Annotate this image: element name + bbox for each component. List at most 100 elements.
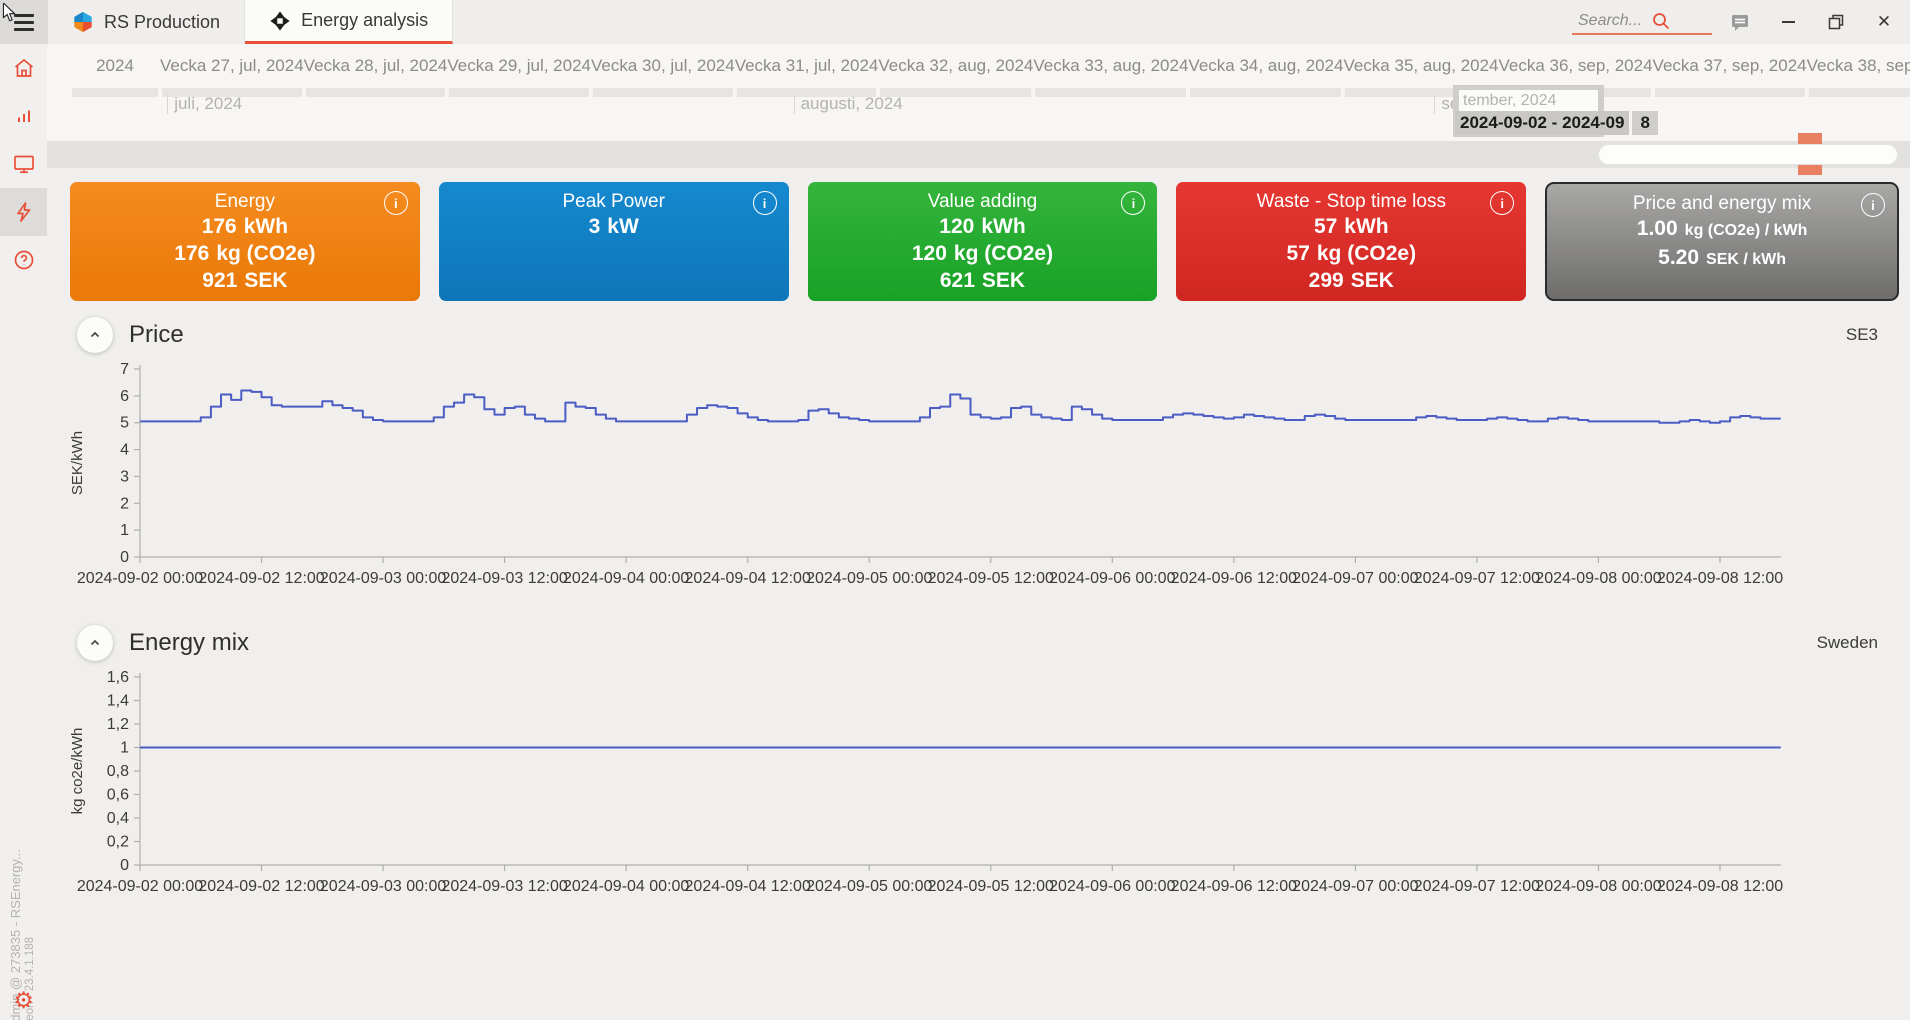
- kpi-card-value-line: 120 kWh: [939, 215, 1026, 238]
- svg-text:2024-09-08 12:00: 2024-09-08 12:00: [1657, 878, 1783, 895]
- sidebar-item-home[interactable]: [0, 44, 47, 92]
- sidebar-item-monitor[interactable]: [0, 140, 47, 188]
- kpi-card-value-line: 120 kg (CO2e): [911, 242, 1054, 265]
- svg-text:2024-09-08 12:00: 2024-09-08 12:00: [1657, 570, 1783, 587]
- timeline-week-cell-3[interactable]: Vecka 30, jul, 2024: [591, 44, 735, 141]
- svg-text:2024-09-03 12:00: 2024-09-03 12:00: [441, 570, 567, 587]
- tab-label: Energy analysis: [301, 10, 429, 30]
- week-activity-bar: [305, 88, 446, 97]
- kpi-card-title: Waste - Stop time loss: [1256, 191, 1446, 212]
- close-button[interactable]: ✕: [1876, 12, 1892, 31]
- svg-text:1,4: 1,4: [107, 693, 129, 710]
- week-activity-bar: [1654, 88, 1805, 97]
- kpi-card-value-line: 176 kWh: [201, 215, 289, 238]
- restore-button[interactable]: [1816, 5, 1856, 39]
- tab-label: RS Production: [104, 11, 221, 32]
- sidebar-item-energy[interactable]: [0, 188, 47, 236]
- svg-text:2: 2: [120, 495, 129, 512]
- week-activity-bar: [1345, 88, 1497, 97]
- svg-text:2024-09-05 12:00: 2024-09-05 12:00: [928, 570, 1054, 587]
- svg-text:2024-09-05 12:00: 2024-09-05 12:00: [928, 878, 1054, 895]
- week-label: Vecka 30, jul, 2024: [591, 56, 735, 75]
- week-label: Vecka 38, sep, 2024: [1806, 56, 1910, 75]
- timeline-week-cell-4[interactable]: Vecka 31, jul, 2024: [735, 44, 878, 141]
- kpi-card-title: Peak Power: [562, 191, 665, 212]
- timeline-week-cell-8[interactable]: Vecka 35, aug, 2024: [1343, 44, 1498, 141]
- info-icon[interactable]: i: [1490, 191, 1515, 215]
- timeline-scroll-slider[interactable]: [1598, 144, 1898, 165]
- svg-text:2024-09-04 12:00: 2024-09-04 12:00: [685, 570, 811, 587]
- svg-text:2024-09-02 12:00: 2024-09-02 12:00: [198, 570, 324, 587]
- svg-text:2024-09-08 00:00: 2024-09-08 00:00: [1535, 570, 1661, 587]
- svg-text:1,6: 1,6: [107, 669, 129, 686]
- kpi-card-price-and-energy-mix[interactable]: Price and energy mix 1.00 kg (CO2e) / kWh 5…: [1545, 182, 1899, 301]
- timeline-week-cell-11[interactable]: Vecka 38, sep, 2024: [1807, 44, 1910, 141]
- week-activity-bar: [449, 88, 590, 97]
- selected-range-tooltip: 2024-09-02 - 2024-09 8: [1455, 111, 1658, 135]
- svg-text:2024-09-08 00:00: 2024-09-08 00:00: [1535, 878, 1661, 895]
- svg-text:0: 0: [120, 549, 129, 566]
- kpi-card-value-line: 3 kW: [588, 215, 639, 238]
- rs-production-logo-icon: [72, 11, 94, 33]
- mouse-cursor: [2, 3, 16, 22]
- collapse-price-button[interactable]: [77, 317, 113, 353]
- tab-energy-analysis[interactable]: Energy analysis: [245, 0, 454, 44]
- week-label: Vecka 29, jul, 2024: [447, 56, 592, 75]
- energy-mix-region-label: Sweden: [1816, 633, 1878, 652]
- search-icon: [1653, 13, 1670, 30]
- svg-text:2024-09-06 00:00: 2024-09-06 00:00: [1049, 570, 1175, 587]
- info-icon[interactable]: i: [1860, 193, 1885, 217]
- kpi-card-value-line: 176 kg (CO2e): [174, 242, 316, 265]
- energy-mix-section-title: Energy mix: [129, 629, 250, 656]
- kpi-card-title: Price and energy mix: [1632, 193, 1812, 214]
- week-activity-bar: [1190, 88, 1342, 97]
- timeline-week-cell-10[interactable]: Vecka 37, sep, 2024: [1653, 44, 1807, 141]
- feedback-icon[interactable]: [1720, 5, 1760, 39]
- svg-text:2024-09-03 12:00: 2024-09-03 12:00: [441, 878, 567, 895]
- energy-mix-chart: 0 0,2 0,4 0,6 0,8 1 1,2 1,4 1,6 2024-09-02 00:00 2…: [47, 665, 1910, 917]
- timeline-weeks-row: 2024 Vecka 27, jul, 2024 Vecka 28, jul, 20…: [70, 44, 1910, 141]
- timeline-week-cell-5[interactable]: Vecka 32, aug, 2024: [878, 44, 1033, 141]
- timeline-week-cell-7[interactable]: Vecka 34, aug, 2024: [1188, 44, 1343, 141]
- timeline-week-cell-1[interactable]: Vecka 28, jul, 2024: [304, 44, 447, 141]
- timeline-week-cell-6[interactable]: Vecka 33, aug, 2024: [1033, 44, 1188, 141]
- titlebar: RS Production Energy analysis Search...: [0, 0, 1910, 44]
- svg-text:2024-09-06 12:00: 2024-09-06 12:00: [1171, 878, 1297, 895]
- svg-text:2024-09-04 00:00: 2024-09-04 00:00: [563, 570, 689, 587]
- kpi-card-energy[interactable]: Energy 176 kWh 176 kg (CO2e) 921 SEK i: [70, 182, 420, 301]
- kpi-card-peak-power[interactable]: Peak Power 3 kW i: [438, 182, 789, 301]
- search-box[interactable]: Search...: [1572, 9, 1712, 35]
- energy-analysis-logo-icon: [269, 10, 291, 32]
- week-label: 2024: [96, 56, 134, 75]
- collapse-energy-mix-button[interactable]: [77, 625, 113, 661]
- svg-text:SEK/kWh: SEK/kWh: [69, 431, 86, 495]
- svg-text:2024-09-02 00:00: 2024-09-02 00:00: [77, 878, 203, 895]
- week-label: Vecka 27, jul, 2024: [160, 56, 304, 75]
- timeline-scrollbar[interactable]: [47, 133, 1910, 175]
- kpi-card-value-adding[interactable]: Value adding 120 kWh 120 kg (CO2e) 621 SEK i: [807, 182, 1158, 301]
- price-section-title: Price: [129, 321, 184, 348]
- week-activity-bar: [593, 88, 733, 97]
- bar-chart-icon: [17, 110, 30, 122]
- timeline-week-cell-0[interactable]: Vecka 27, jul, 2024: [160, 44, 304, 141]
- settings-gear-icon[interactable]: ⚙: [13, 988, 34, 1014]
- svg-text:2024-09-03 00:00: 2024-09-03 00:00: [320, 878, 446, 895]
- info-icon[interactable]: i: [752, 191, 777, 215]
- sidebar-item-analytics[interactable]: [0, 92, 47, 140]
- price-chart: 0 1 2 3 4 5 6 7 2024-09-02 00:00 2024-09-02 12:00…: [47, 357, 1910, 609]
- timeline-week-cell-partial-left[interactable]: 2024: [70, 44, 160, 141]
- svg-text:0,8: 0,8: [107, 763, 129, 780]
- timeline-week-cell-2[interactable]: Vecka 29, jul, 2024: [447, 44, 591, 141]
- svg-text:0,4: 0,4: [107, 810, 129, 827]
- info-icon[interactable]: i: [383, 191, 408, 215]
- info-icon[interactable]: i: [1121, 191, 1146, 215]
- week-activity-bar: [736, 88, 877, 97]
- week-activity-bar: [1035, 88, 1187, 97]
- week-label: Vecka 36, sep, 2024: [1498, 56, 1653, 75]
- tab-rs-production[interactable]: RS Production: [48, 0, 246, 44]
- search-input[interactable]: Search...: [1578, 12, 1643, 29]
- kpi-card-waste-stop-time-loss[interactable]: Waste - Stop time loss 57 kWh 57 kg (CO2e) 29…: [1176, 182, 1527, 301]
- sidebar-item-help[interactable]: [0, 236, 47, 284]
- minimize-button[interactable]: [1768, 5, 1808, 39]
